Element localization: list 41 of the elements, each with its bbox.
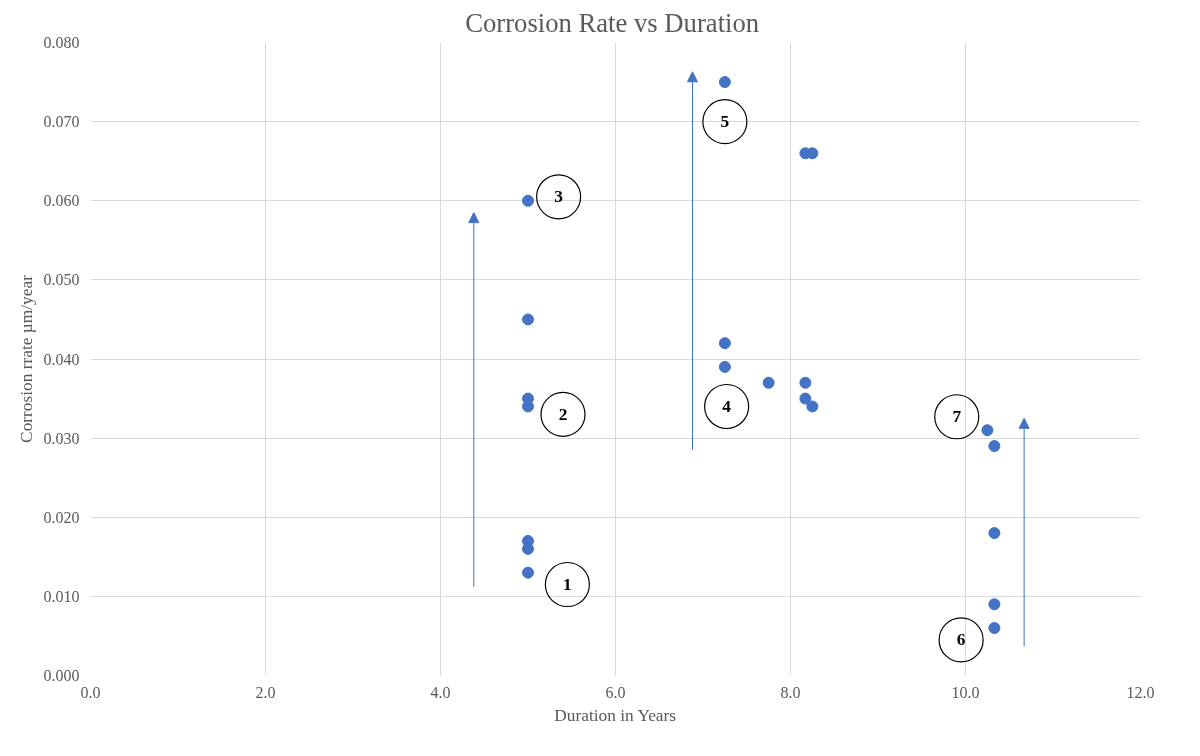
- point: [522, 194, 534, 207]
- y-tick-label: 0.050: [43, 271, 80, 289]
- annotation: 5: [720, 112, 730, 132]
- y-tick-label: 0.000: [43, 667, 80, 684]
- y-tick-label: 0.030: [43, 429, 80, 447]
- annotation: 7: [952, 407, 962, 427]
- point: [718, 337, 731, 350]
- x-tick-label: 12.0: [1126, 683, 1155, 701]
- point: [718, 76, 731, 89]
- annotation: 4: [722, 396, 732, 416]
- x-tick-label: 6.0: [605, 683, 626, 701]
- y-tick-label: 0.080: [43, 34, 80, 51]
- annotation: 6: [956, 630, 966, 650]
- x-axis-title: Duration in Years: [554, 705, 677, 725]
- point: [718, 360, 731, 373]
- point: [799, 376, 812, 389]
- point: [988, 598, 1001, 611]
- chart-title: Corrosion Rate vs Duration: [465, 7, 760, 38]
- annotation: 1: [563, 575, 572, 595]
- point: [988, 527, 1001, 540]
- point: [988, 440, 1001, 453]
- point: [981, 424, 994, 437]
- annotation: 3: [554, 187, 564, 207]
- y-axis-title: Corrosion rrate µm/year: [16, 274, 36, 443]
- y-tick-label: 0.040: [43, 350, 80, 368]
- x-tick-label: 8.0: [780, 683, 801, 701]
- annotation: 2: [558, 404, 568, 424]
- x-tick-label: 10.0: [951, 683, 980, 701]
- y-tick-label: 0.020: [43, 508, 80, 526]
- y-tick-label: 0.010: [43, 587, 80, 605]
- point: [762, 376, 775, 389]
- y-tick-label: 0.070: [43, 113, 80, 131]
- point: [988, 622, 1001, 635]
- point: [799, 392, 812, 405]
- point: [806, 400, 819, 413]
- point: [522, 313, 534, 326]
- point: [522, 566, 534, 579]
- y-tick-label: 0.060: [43, 192, 80, 210]
- x-tick-label: 4.0: [430, 683, 451, 701]
- x-tick-label: 0.0: [80, 683, 101, 701]
- x-tick-label: 2.0: [255, 683, 276, 701]
